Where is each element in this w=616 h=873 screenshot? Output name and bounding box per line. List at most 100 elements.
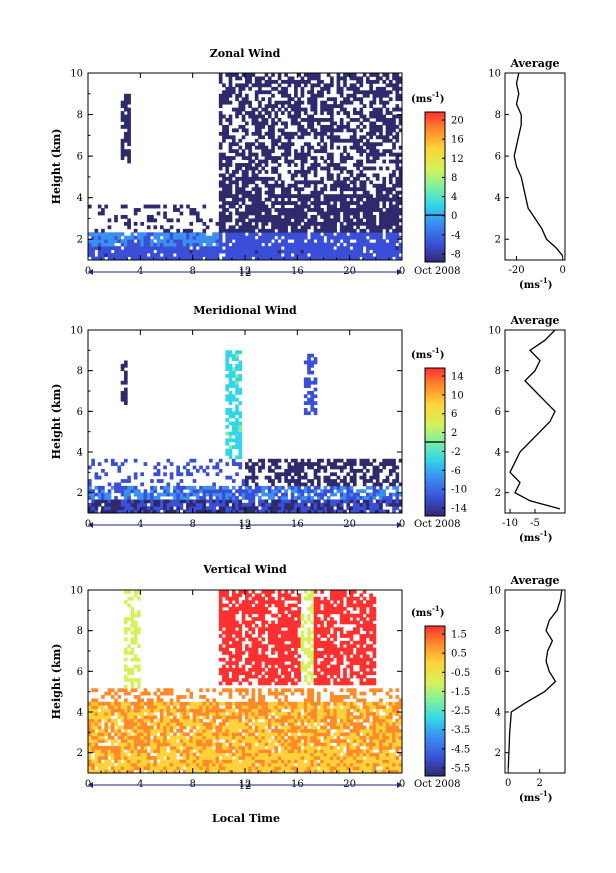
heatmap-cell <box>245 228 249 233</box>
heatmap-cell <box>290 79 295 84</box>
heatmap-cell <box>385 214 390 219</box>
heatmap-cell <box>192 715 197 720</box>
heatmap-cell <box>254 256 259 261</box>
heatmap-cell <box>215 715 220 720</box>
heatmap-cell <box>146 239 151 244</box>
heatmap-cell <box>225 705 230 710</box>
heatmap-cell <box>173 762 177 767</box>
heatmap-cell <box>310 235 315 240</box>
heatmap-cell <box>245 79 249 84</box>
heatmap-cell <box>159 246 164 251</box>
heatmap-cell <box>388 482 393 487</box>
heatmap-cell <box>137 684 141 689</box>
heatmap-cell <box>231 630 236 635</box>
heatmap-cell <box>349 465 354 470</box>
heatmap-cell <box>313 218 318 223</box>
heatmap-cell <box>205 715 210 720</box>
heatmap-cell <box>274 114 279 119</box>
heatmap-cell <box>264 502 269 507</box>
heatmap-cell <box>143 496 148 500</box>
heatmap-cell <box>218 163 223 167</box>
heatmap-cell <box>218 769 223 774</box>
heatmap-cell <box>137 235 141 240</box>
heatmap-cell <box>326 458 331 463</box>
heatmap-cell <box>228 100 233 105</box>
heatmap-cell <box>277 211 282 216</box>
heatmap-cell <box>218 485 223 490</box>
heatmap-cell <box>228 769 233 774</box>
heatmap-cell <box>245 97 249 102</box>
heatmap-cell <box>284 225 288 230</box>
heatmap-cell <box>143 762 148 767</box>
heatmap-cell <box>264 183 269 188</box>
heatmap-cell <box>392 107 396 112</box>
heatmap-cell <box>284 214 288 219</box>
heatmap-cell <box>173 742 177 747</box>
heatmap-cell <box>258 465 262 470</box>
heatmap-cell <box>366 118 370 122</box>
heatmap-cell <box>280 100 285 105</box>
heatmap-cell <box>261 235 266 240</box>
heatmap-cell <box>343 73 347 77</box>
heatmap-cell <box>284 253 288 257</box>
heatmap-cell <box>225 759 230 764</box>
heatmap-cell <box>248 194 252 199</box>
heatmap-cell <box>294 242 298 247</box>
heatmap-cell <box>300 458 305 463</box>
heatmap-cell <box>241 695 246 699</box>
heatmap-cell <box>117 506 122 511</box>
heatmap-cell <box>343 232 347 237</box>
heatmap-cell <box>123 479 128 483</box>
heatmap-cell <box>222 640 226 645</box>
heatmap-cell <box>225 715 230 720</box>
heatmap-cell <box>388 187 393 192</box>
heatmap-cell <box>398 180 403 185</box>
heatmap-cell <box>333 208 337 212</box>
heatmap-cell <box>241 232 246 237</box>
heatmap-cell <box>248 667 252 672</box>
heatmap-cell <box>362 496 367 500</box>
heatmap-cell <box>218 499 223 504</box>
heatmap-cell <box>110 739 115 743</box>
heatmap-cell <box>359 79 364 84</box>
heatmap-cell <box>235 357 239 361</box>
heatmap-cell <box>382 201 387 205</box>
heatmap-cell <box>150 246 154 251</box>
heatmap-cells <box>88 73 403 261</box>
heatmap-cell <box>222 214 226 219</box>
heatmap-cell <box>398 121 403 126</box>
heatmap-cell <box>225 630 230 635</box>
heatmap-cell <box>222 152 226 157</box>
heatmap-cell <box>209 759 213 764</box>
heatmap-cell <box>369 86 373 91</box>
day-label: 12 <box>239 521 252 532</box>
heatmap-cell <box>120 489 125 494</box>
heatmap-cell <box>274 208 279 212</box>
heatmap-cell <box>267 214 272 219</box>
heatmap-cell <box>130 509 135 514</box>
heatmap-cell <box>310 180 315 185</box>
heatmap-cell <box>330 152 334 157</box>
heatmap-cell <box>231 438 236 443</box>
heatmap-cell <box>245 204 249 209</box>
heatmap-cell <box>199 499 203 504</box>
heatmap-cell <box>359 489 364 494</box>
heatmap-cell <box>267 256 272 261</box>
heatmap-cell <box>123 499 128 504</box>
heatmap-cell <box>156 728 161 733</box>
heatmap-cell <box>186 499 190 504</box>
heatmap-cell <box>349 506 354 511</box>
heatmap-cell <box>392 492 396 497</box>
heatmap-cell <box>303 232 308 237</box>
heatmap-cell <box>202 762 207 767</box>
heatmap-cell <box>179 204 184 209</box>
day-axis-arrow-left <box>88 522 93 528</box>
heatmap-cell <box>130 684 135 689</box>
heatmap-cell <box>235 678 239 682</box>
heatmap-cell <box>323 107 328 112</box>
heatmap-cell <box>212 246 216 251</box>
heatmap-cell <box>120 124 125 129</box>
heatmap-cell <box>120 397 125 402</box>
heatmap-cell <box>326 163 331 167</box>
heatmap-cell <box>369 502 373 507</box>
